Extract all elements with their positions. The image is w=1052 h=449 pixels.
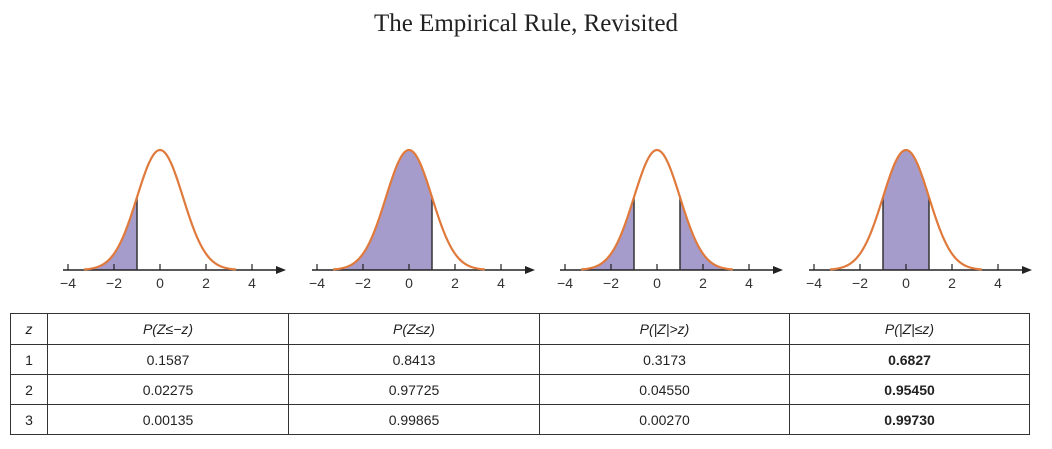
- table-row: 2 0.02275 0.97725 0.04550 0.95450: [10, 374, 1030, 405]
- header-p-two-tails: P(|Z|>z): [539, 313, 790, 345]
- x-tick-label: 0: [156, 275, 164, 291]
- x-tick-label: −2: [355, 275, 371, 291]
- x-tick-label: −4: [806, 275, 822, 291]
- cell-left-tail: 0.00135: [47, 404, 289, 435]
- table-header-row: z P(Z≤−z) P(Z≤z) P(|Z|>z) P(|Z|≤z): [10, 313, 1030, 345]
- cell-two-tails: 0.04550: [539, 374, 790, 405]
- normal-curve-panel-4: −4 −2 0 2 4: [806, 148, 1032, 291]
- cell-two-tails: 0.00270: [539, 404, 790, 435]
- cell-two-tails: 0.3173: [539, 344, 790, 375]
- cell-center: 0.99730: [789, 404, 1030, 435]
- cell-left-tail: 0.02275: [47, 374, 289, 405]
- header-p-center: P(|Z|≤z): [789, 313, 1030, 345]
- table-row: 1 0.1587 0.8413 0.3173 0.6827: [10, 344, 1030, 375]
- axis-arrow-icon: [773, 266, 783, 274]
- shaded-area: [581, 197, 634, 270]
- cell-below: 0.8413: [288, 344, 540, 375]
- shaded-area: [883, 150, 929, 270]
- probability-table: z P(Z≤−z) P(Z≤z) P(|Z|>z) P(|Z|≤z) 1 0.1…: [10, 313, 1030, 435]
- x-tick-label: −4: [309, 275, 325, 291]
- normal-curve-panel-1: −4 −2 0 2 4: [60, 148, 286, 291]
- x-tick-label: −4: [60, 275, 76, 291]
- normal-curves-figure: −4 −2 0 2 4 −4 −2 0 2 4 −4 −2 0 2 4 −4 −2 0 2 4: [60, 148, 1032, 291]
- cell-z: 2: [10, 374, 48, 405]
- cell-center: 0.6827: [789, 344, 1030, 375]
- x-tick-label: 4: [248, 275, 256, 291]
- shaded-area: [84, 197, 137, 270]
- x-tick-label: −2: [603, 275, 619, 291]
- table-row: 3 0.00135 0.99865 0.00270 0.99730: [10, 404, 1030, 435]
- axis-arrow-icon: [1022, 266, 1032, 274]
- x-tick-label: 2: [202, 275, 210, 291]
- x-tick-label: −4: [557, 275, 573, 291]
- x-tick-label: 4: [994, 275, 1002, 291]
- axis-arrow-icon: [525, 266, 535, 274]
- page-title: The Empirical Rule, Revisited: [373, 10, 679, 37]
- cell-center: 0.95450: [789, 374, 1030, 405]
- cell-below: 0.97725: [288, 374, 540, 405]
- shaded-area: [680, 197, 733, 270]
- header-p-below: P(Z≤z): [288, 313, 540, 345]
- normal-curve: [830, 148, 982, 271]
- x-tick-label: 0: [902, 275, 910, 291]
- normal-curve: [333, 148, 485, 271]
- x-tick-label: 4: [745, 275, 753, 291]
- cell-z: 3: [10, 404, 48, 435]
- cell-left-tail: 0.1587: [47, 344, 289, 375]
- x-tick-label: −2: [852, 275, 868, 291]
- x-tick-label: 2: [948, 275, 956, 291]
- x-tick-label: 0: [405, 275, 413, 291]
- normal-curve-panel-3: −4 −2 0 2 4: [557, 148, 783, 291]
- x-tick-label: 2: [451, 275, 459, 291]
- x-tick-label: 0: [653, 275, 661, 291]
- x-tick-label: 2: [699, 275, 707, 291]
- x-tick-label: 4: [497, 275, 505, 291]
- normal-curve: [581, 148, 733, 271]
- axis-arrow-icon: [276, 266, 286, 274]
- normal-curve-panel-2: −4 −2 0 2 4: [309, 148, 535, 291]
- header-z: z: [10, 313, 48, 345]
- header-p-left-tail: P(Z≤−z): [47, 313, 289, 345]
- x-tick-label: −2: [106, 275, 122, 291]
- cell-z: 1: [10, 344, 48, 375]
- normal-curve: [84, 148, 236, 271]
- cell-below: 0.99865: [288, 404, 540, 435]
